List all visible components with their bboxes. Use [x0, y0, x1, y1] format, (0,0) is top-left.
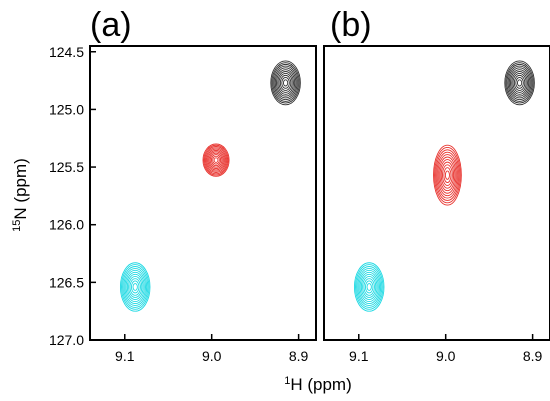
panel-a-peak-2-contour: [209, 152, 223, 168]
panel-a-peak-3-contour: [119, 262, 151, 312]
y-tick-label: 126.5: [49, 274, 84, 290]
panel-a-peak-3-contour: [125, 271, 145, 303]
panel-b-peak-3-contour: [357, 267, 382, 306]
panel-b-label: (b): [330, 6, 372, 44]
x-tick-label: 9.0: [436, 348, 456, 364]
x-tick-label: 8.9: [289, 348, 309, 364]
panel-a-peak-1-contour: [272, 63, 299, 102]
panel-a-peak-2-contour: [205, 147, 227, 173]
panel-a-contours: [119, 60, 301, 312]
panel-a-peak-2-contour: [203, 144, 229, 176]
panel-b-contours: [353, 60, 535, 312]
y-axis-label-text: N (ppm): [11, 158, 30, 219]
panel-a-peak-3-contour: [124, 269, 146, 305]
panel-a-peak-3-contour: [132, 283, 138, 291]
y-tick-label: 124.5: [49, 44, 84, 60]
panel-a-peak-3-contour: [130, 280, 140, 294]
panel-a-peak-1-contour: [276, 69, 296, 97]
panel-b-peak-1-contour: [515, 77, 524, 89]
panel-a-peak-2-contour: [210, 154, 222, 167]
panel-a-peak-3-contour: [129, 278, 141, 296]
panel-a-peak-1-contour: [274, 67, 297, 99]
panel-a-peak-2-contour: [206, 148, 226, 172]
panel-b-peak-2-contour: [442, 164, 453, 186]
x-tick-label: 9.1: [349, 348, 369, 364]
panel-b-peak-3-contour: [356, 266, 383, 308]
panel-a-peak-2-contour: [204, 146, 228, 175]
panel-b-peak-2-contour: [437, 154, 458, 197]
y-tick-label: 125.5: [49, 159, 84, 175]
panel-a-peak-3-contour: [122, 266, 149, 308]
panel-a-plot-frame: [89, 45, 317, 341]
panel-b-peak-3-contour: [359, 271, 379, 303]
panel-b-peak-3-contour: [360, 273, 378, 301]
panel-a-peak-2-contour: [213, 157, 219, 163]
panel-b-peak-2-contour: [434, 147, 461, 204]
x-axis-label-superscript: 1: [284, 375, 290, 387]
panel-b-peak-3-contour: [366, 283, 372, 291]
panel-a-peak-1-contour: [282, 79, 289, 87]
panel-a-peak-2-contour: [208, 151, 224, 169]
panel-a-label: (a): [90, 6, 132, 44]
panel-b-peak-1-contour: [513, 74, 526, 91]
y-tick-label: 125.0: [49, 101, 84, 117]
panel-a-peak-1-contour: [270, 60, 301, 106]
x-tick-label: 8.9: [523, 348, 543, 364]
x-axis-label-text: H (ppm): [290, 375, 351, 394]
panel-a-peak-3-contour: [121, 264, 150, 310]
panel-a-peak-2-contour: [202, 143, 230, 177]
x-tick-label: 9.0: [202, 348, 222, 364]
y-axis-label: 15N (ppm): [11, 158, 30, 232]
panel-b-peak-3-contour: [353, 262, 385, 312]
panel-b-peak-2-contour: [443, 167, 452, 183]
panel-b-peak-2-contour: [438, 156, 457, 194]
panel-b-peak-2-contour: [433, 144, 462, 206]
panel-a-peak-3-contour: [126, 273, 144, 301]
panel-b-peak-1-contour: [508, 67, 531, 99]
panel-a-peak-1-contour: [273, 65, 298, 101]
panel-b-peak-1-contour: [510, 69, 530, 97]
panel-a-peak-1-contour: [279, 74, 292, 91]
panel-a-peak-2-contour: [207, 149, 225, 171]
panel-b-peak-1-contour: [511, 71, 528, 95]
panel-b-peak-2-contour: [444, 170, 450, 180]
panel-b-peak-1-contour: [505, 62, 534, 104]
panel-b-peak-2-contour: [440, 161, 455, 189]
panel-b-peak-2-contour: [436, 151, 459, 199]
panel-a-peak-1-contour: [271, 62, 300, 104]
panel-b-peak-1-contour: [506, 63, 533, 102]
panel-b-peak-3-contour: [358, 269, 380, 305]
y-axis-label-superscript: 15: [11, 220, 23, 232]
panel-b-peak-1-contour: [516, 79, 523, 87]
y-tick-label: 127.0: [49, 332, 84, 348]
panel-b-peak-3-contour: [355, 264, 384, 310]
panel-b-peak-1-contour: [507, 65, 532, 101]
panel-a-peak-3-contour: [123, 267, 148, 306]
y-tick-label: 126.0: [49, 217, 84, 233]
panel-b-peak-1-contour: [512, 72, 527, 93]
x-axis-label: 1H (ppm): [284, 375, 352, 394]
panel-a-peak-1-contour: [281, 77, 290, 89]
panel-b-peak-2-contour: [435, 149, 460, 201]
panel-b-peak-3-contour: [363, 278, 375, 296]
panel-b-peak-3-contour: [364, 280, 374, 294]
panel-b-peak-1-contour: [504, 60, 535, 106]
panel-a-peak-3-contour: [128, 276, 143, 298]
axis-ticks: 9.1 9.0 8.9 124.5 125.0 125.5 126.0 126.5 127.0 9…: [49, 44, 543, 364]
panel-a-peak-1-contour: [277, 71, 294, 95]
panel-a-peak-2-contour: [212, 155, 220, 165]
panel-b-plot-frame: [323, 45, 550, 341]
panel-a-peak-1-contour: [278, 72, 293, 93]
panel-b-peak-2-contour: [439, 159, 456, 192]
x-tick-label: 9.1: [115, 348, 135, 364]
panel-b-peak-3-contour: [362, 276, 377, 298]
